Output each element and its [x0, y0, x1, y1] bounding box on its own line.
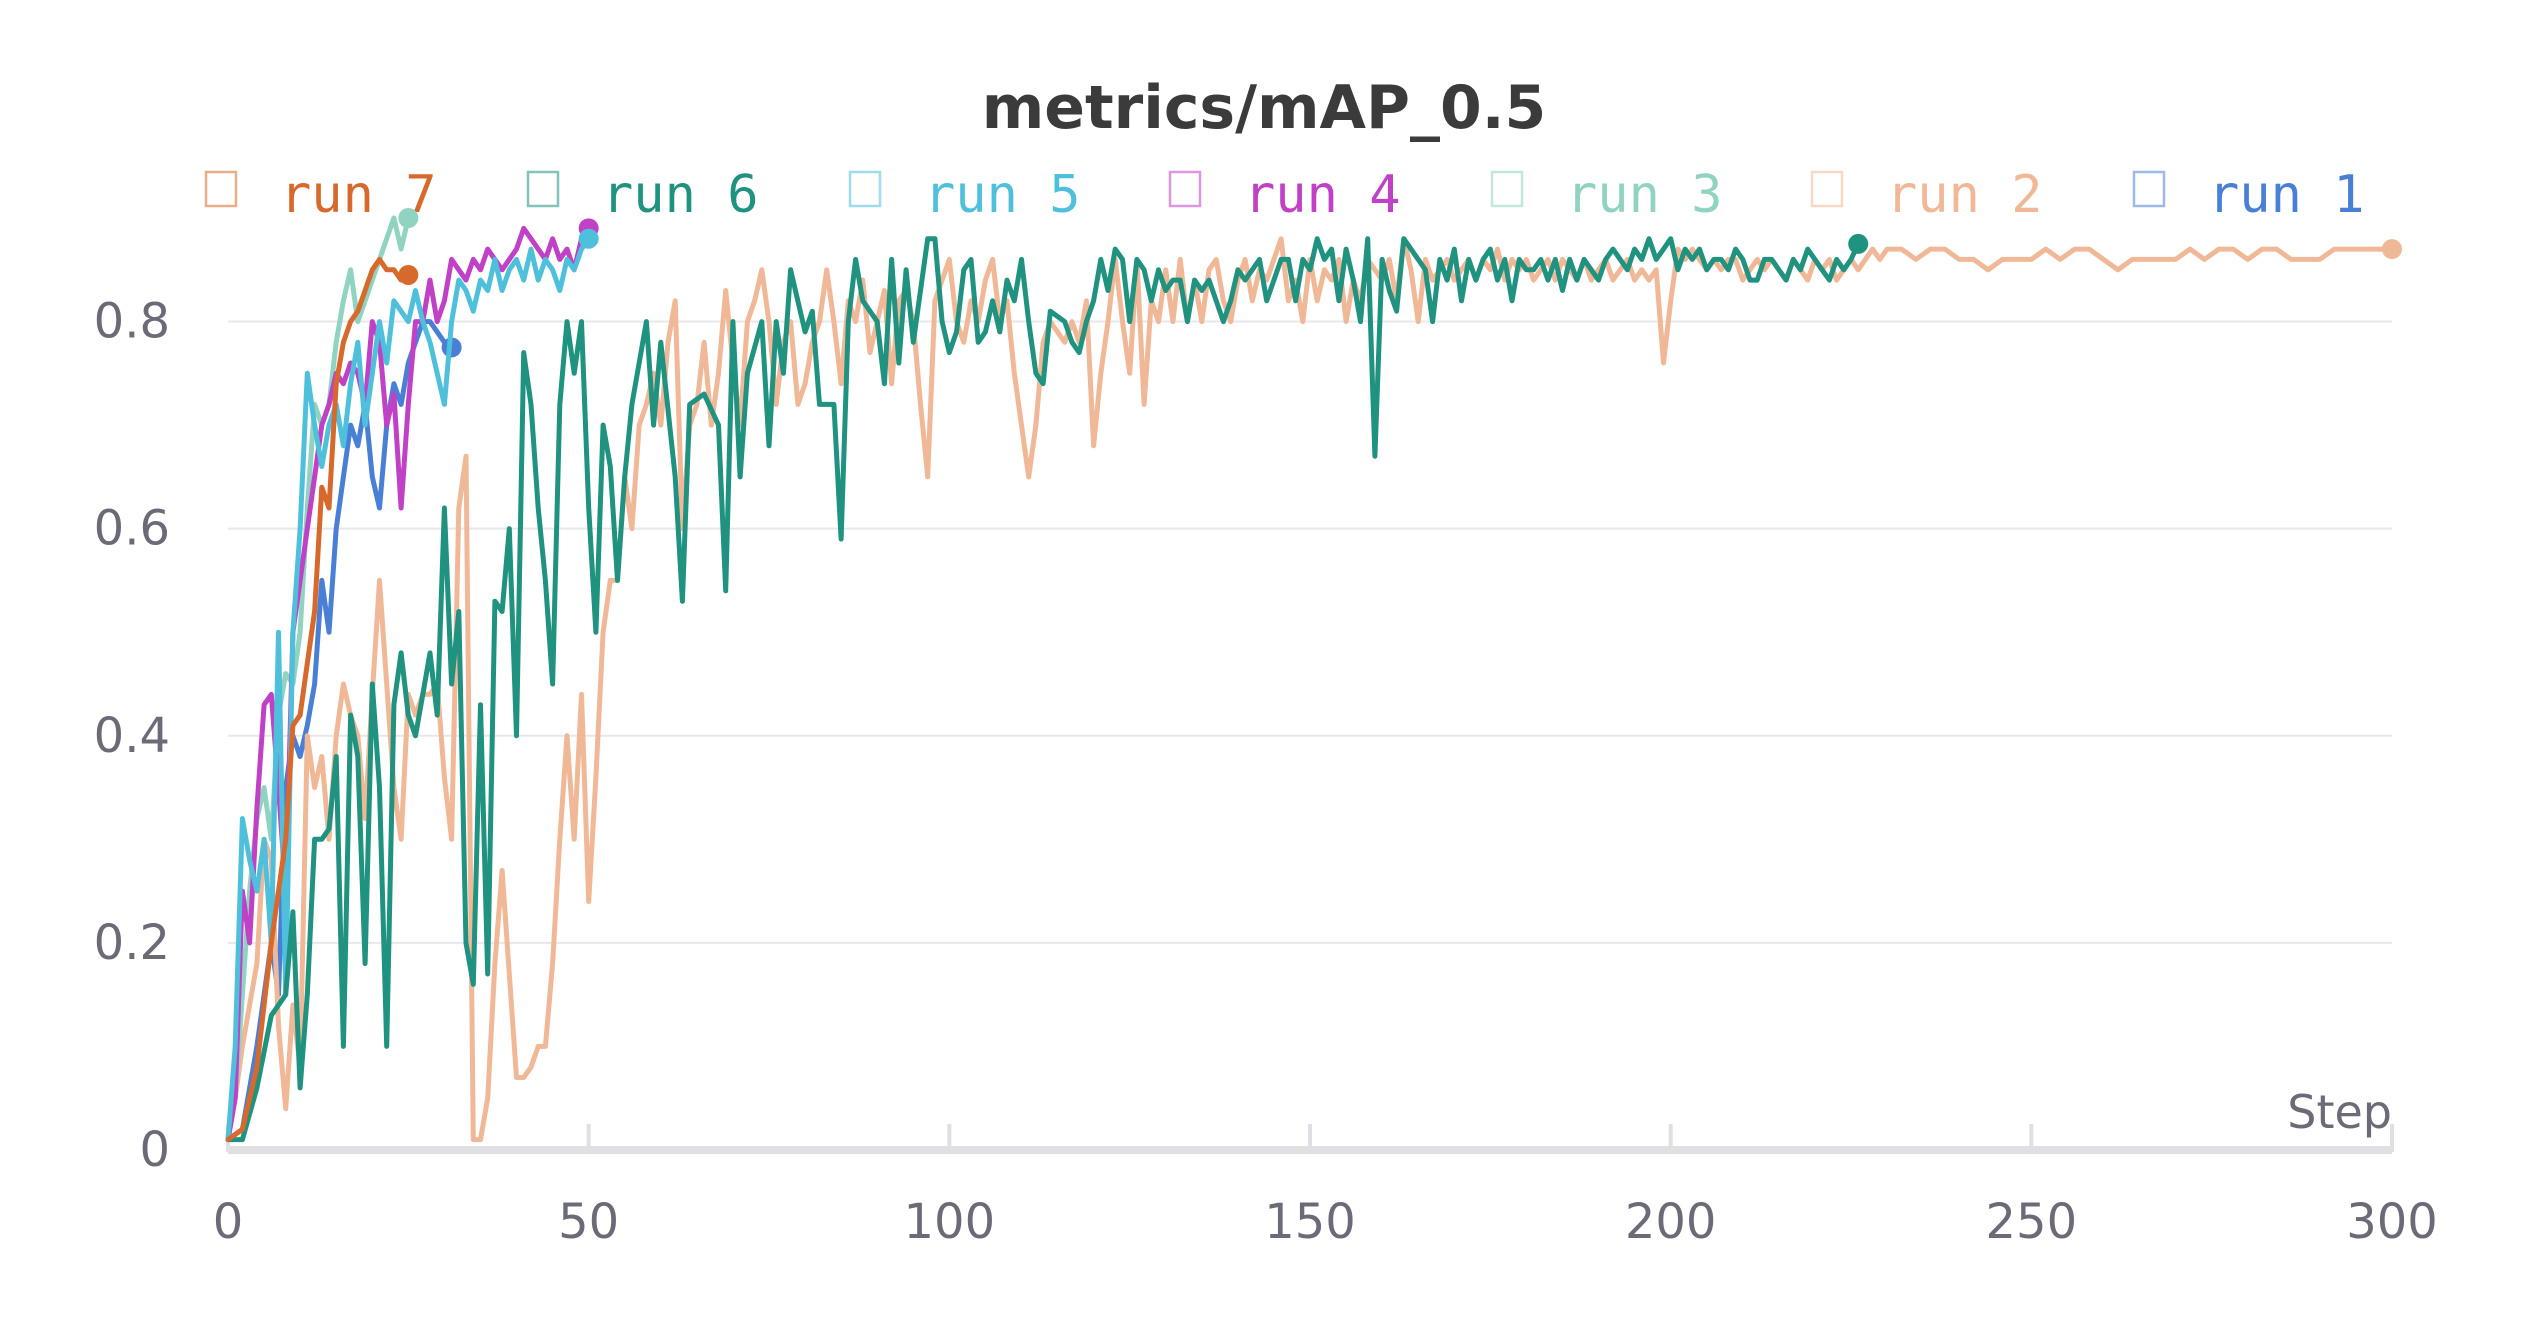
axes: 0 0.2 0.4 0.6 0.8 0 50 100 150 200 250 300: [94, 294, 2438, 1250]
y-tick-label: 0.2: [94, 915, 170, 971]
x-tick-label: 250: [1986, 1194, 2078, 1250]
legend-swatch: [1168, 170, 1202, 208]
series-line-run-7: [225, 256, 411, 1143]
chart-title: metrics/mAP_0.5: [982, 73, 1546, 143]
x-tick-label: 200: [1625, 1194, 1717, 1250]
x-axis-label: Step: [2287, 1085, 2392, 1139]
legend-item-run-2[interactable]: run 2: [1810, 165, 2043, 225]
y-tick-label: 0.4: [94, 708, 170, 764]
legend-item-run-4[interactable]: run 4: [1168, 165, 1401, 225]
legend-label: run 1: [2208, 165, 2365, 225]
legend-item-run-3[interactable]: run 3: [1490, 165, 1723, 225]
legend-swatch: [1810, 170, 1844, 208]
series-endpoint-run-2: [2382, 239, 2402, 260]
x-tick-label: 300: [2346, 1194, 2438, 1250]
series-endpoint-run-6: [1848, 233, 1869, 254]
legend-swatch: [2132, 170, 2166, 208]
series-line-run-2: [225, 236, 2395, 1143]
legend-swatch: [204, 170, 238, 208]
series-endpoint-run-7: [398, 264, 419, 285]
series-endpoint-run-3: [398, 208, 419, 228]
legend-item-run-6[interactable]: run 6: [526, 165, 759, 225]
y-tick-label: 0.6: [94, 501, 170, 557]
legend-label: run 6: [602, 165, 759, 225]
legend-swatch: [526, 170, 560, 208]
legend-item-run-5[interactable]: run 5: [848, 165, 1081, 225]
series-line-run-5: [225, 236, 592, 1143]
x-tick-label: 0: [213, 1194, 244, 1250]
y-tick-label: 0: [139, 1122, 170, 1178]
series-line-run-6: [225, 236, 1861, 1143]
legend-label: run 2: [1886, 165, 2043, 225]
legend-item-run-1[interactable]: run 1: [2132, 165, 2365, 225]
legend-label: run 5: [924, 165, 1081, 225]
x-tick-label: 50: [558, 1194, 619, 1250]
legend: run 7 run 6 run 5 run 4 run 3 run 2 run 1: [204, 165, 2365, 225]
legend-swatch: [848, 170, 882, 208]
series-layer: [225, 208, 2402, 1143]
series-endpoint-run-5: [578, 228, 599, 249]
legend-label: run 3: [1566, 165, 1723, 225]
y-tick-label: 0.8: [94, 294, 170, 350]
legend-swatch: [1490, 170, 1524, 208]
x-tick-label: 150: [1264, 1194, 1356, 1250]
legend-label: run 4: [1244, 165, 1401, 225]
x-tick-label: 100: [904, 1194, 996, 1250]
